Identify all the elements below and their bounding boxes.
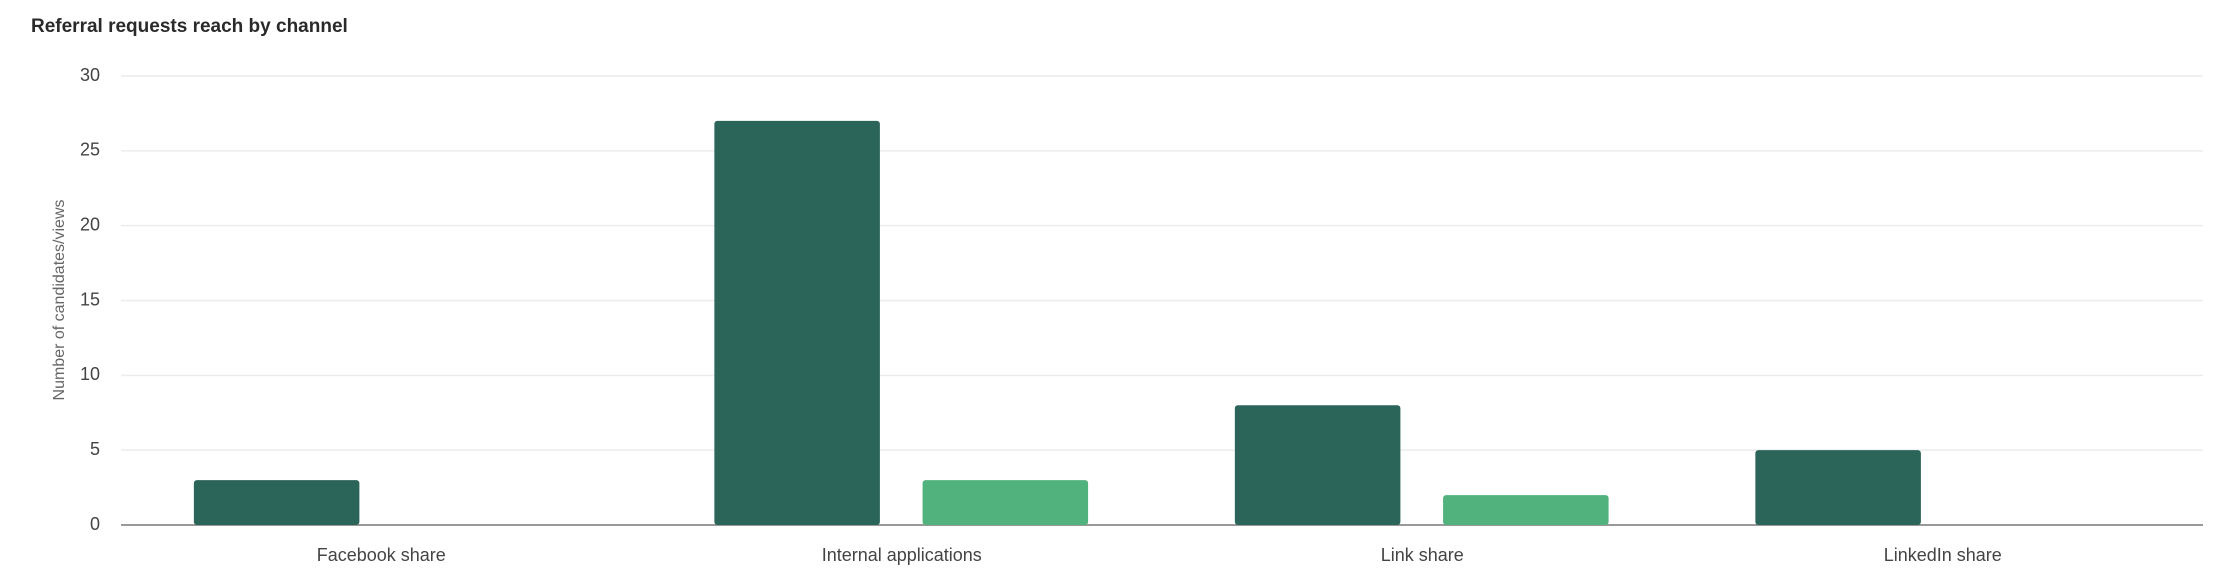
x-tick-label: Internal applications: [822, 545, 982, 565]
y-tick-label: 10: [80, 364, 100, 384]
y-tick-label: 25: [80, 140, 100, 160]
x-tick-label: LinkedIn share: [1884, 545, 2002, 565]
y-tick-label: 0: [90, 514, 100, 534]
bar: [922, 480, 1089, 525]
x-tick-label: Facebook share: [317, 545, 446, 565]
bar: [193, 480, 360, 525]
y-tick-label: 30: [80, 65, 100, 85]
bar: [1755, 450, 1921, 525]
y-tick-label: 5: [90, 439, 100, 459]
bar: [1443, 495, 1609, 525]
bar: [1234, 405, 1401, 525]
y-axis-label: Number of candidates/views: [51, 200, 68, 401]
y-tick-label: 20: [80, 214, 100, 234]
bar: [714, 120, 880, 526]
x-tick-label: Link share: [1381, 545, 1464, 565]
y-tick-label: 15: [80, 289, 100, 309]
chart-title: Referral requests reach by channel: [31, 16, 348, 37]
